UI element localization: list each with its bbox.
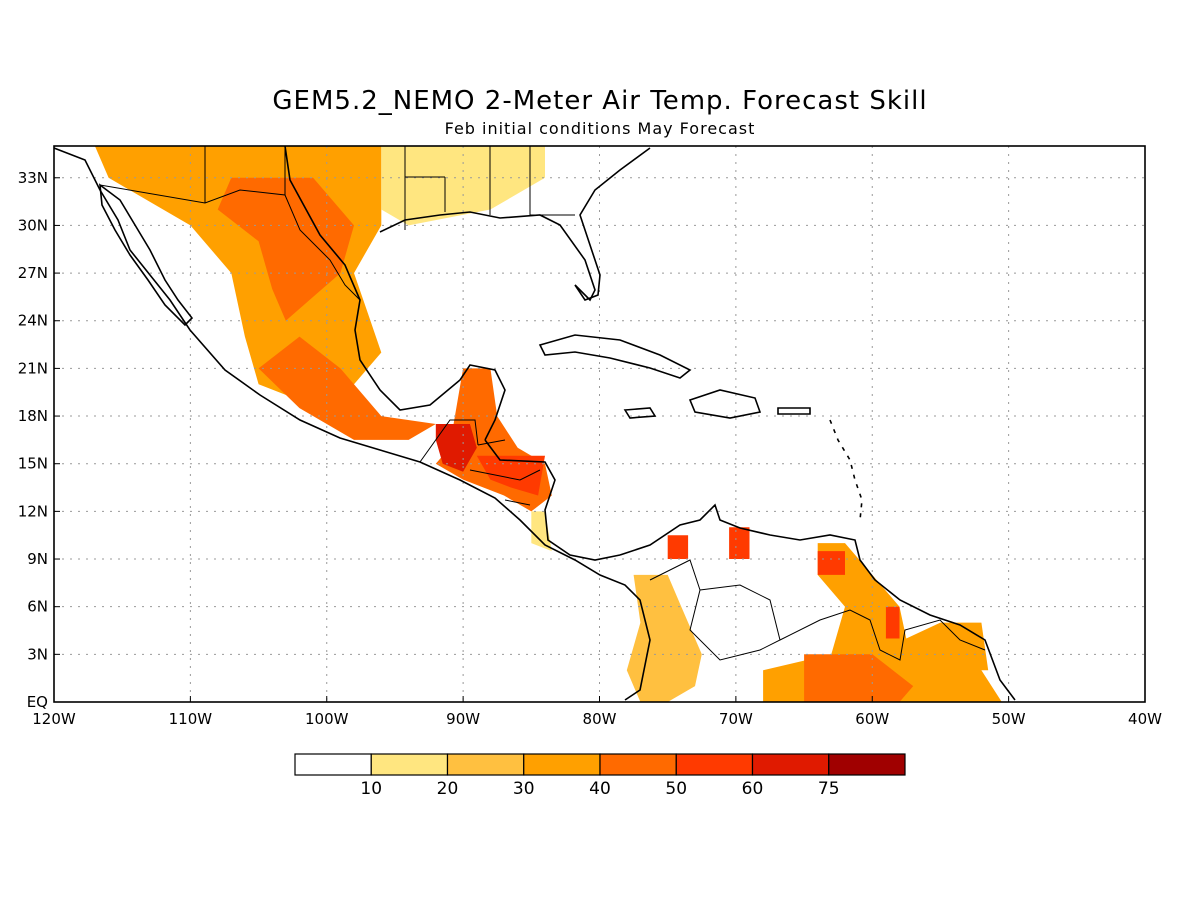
colorbar: 10 20 30 40 50 60 75 xyxy=(294,753,906,799)
coastlines xyxy=(54,146,1016,701)
x-tick-label: 60W xyxy=(855,710,889,728)
colorbar-swatch xyxy=(599,753,677,776)
skill-region-5 xyxy=(435,424,477,472)
central-america-borders xyxy=(419,419,541,506)
y-tick-label: 21N xyxy=(18,359,48,377)
colorbar-swatch xyxy=(294,753,372,776)
skill-region-2 xyxy=(381,146,545,226)
gulf-coast xyxy=(284,146,506,441)
x-tick-label: 70W xyxy=(719,710,753,728)
hispaniola xyxy=(688,389,762,419)
y-tick-label: 12N xyxy=(18,502,48,520)
skill-region-13 xyxy=(885,606,900,639)
colorbar-label: 20 xyxy=(437,779,459,799)
x-axis-ticks: 120W 110W 100W 90W 80W 70W 60W 50W 40W xyxy=(32,696,1162,728)
skill-region-14 xyxy=(804,654,914,702)
baja-california xyxy=(99,183,194,327)
x-tick-label: 40W xyxy=(1128,710,1162,728)
colorbar-swatch xyxy=(523,753,601,776)
x-tick-label: 90W xyxy=(446,710,480,728)
colorbar-swatch xyxy=(828,753,906,776)
us-state-lines xyxy=(204,146,575,230)
x-tick-label: 50W xyxy=(992,710,1026,728)
x-tick-label: 110W xyxy=(169,710,213,728)
jamaica xyxy=(623,407,657,419)
pacific-coast xyxy=(54,147,651,701)
map-title: GEM5.2_NEMO 2-Meter Air Temp. Forecast S… xyxy=(272,86,928,116)
colorbar-label: 40 xyxy=(589,779,611,799)
skill-region-8 xyxy=(626,574,702,702)
caribbean-coast-central-america xyxy=(484,439,621,561)
y-tick-label: 9N xyxy=(27,550,48,568)
skill-region-12 xyxy=(817,551,845,575)
colorbar-label: 75 xyxy=(818,779,840,799)
skill-region-9 xyxy=(667,535,689,559)
us-mexico-border xyxy=(99,184,361,301)
map-subtitle: Feb initial conditions May Forecast xyxy=(444,119,756,138)
x-tick-label: 120W xyxy=(32,710,76,728)
skill-region-1 xyxy=(217,177,354,321)
skill-region-3 xyxy=(258,336,436,440)
y-tick-label: 18N xyxy=(18,407,48,425)
y-axis-ticks: EQ 3N 6N 9N 12N 15N 18N 21N 24N 27N 30N 33N xyxy=(18,169,60,711)
colorbar-label: 30 xyxy=(513,779,535,799)
y-tick-label: 33N xyxy=(18,169,48,187)
lesser-antilles xyxy=(829,419,863,521)
south-america-north-coast xyxy=(619,503,1016,701)
colorbar-swatch xyxy=(751,753,830,776)
y-tick-label: 27N xyxy=(18,264,48,282)
puerto-rico xyxy=(777,407,811,415)
skill-region-6 xyxy=(476,455,545,496)
y-tick-label: 3N xyxy=(27,645,48,663)
political-borders xyxy=(99,146,986,661)
colorbar-label: 60 xyxy=(742,779,764,799)
x-tick-label: 80W xyxy=(583,710,617,728)
colorbar-swatch xyxy=(370,753,449,776)
y-tick-label: 24N xyxy=(18,312,48,330)
colorbar-label: 50 xyxy=(665,779,687,799)
south-america-borders xyxy=(649,559,986,661)
x-tick-label: 100W xyxy=(305,710,349,728)
us-east-coast xyxy=(574,147,651,301)
y-tick-label: 6N xyxy=(27,598,48,616)
y-tick-label: 15N xyxy=(18,455,48,473)
colorbar-label: 10 xyxy=(360,779,382,799)
y-tick-label: 30N xyxy=(18,216,48,234)
colorbar-swatch xyxy=(675,753,754,776)
y-tick-label: EQ xyxy=(27,693,48,711)
colorbar-swatch xyxy=(446,753,525,776)
cuba xyxy=(538,334,692,379)
skill-shading xyxy=(94,146,1002,702)
skill-region-10 xyxy=(729,527,750,559)
